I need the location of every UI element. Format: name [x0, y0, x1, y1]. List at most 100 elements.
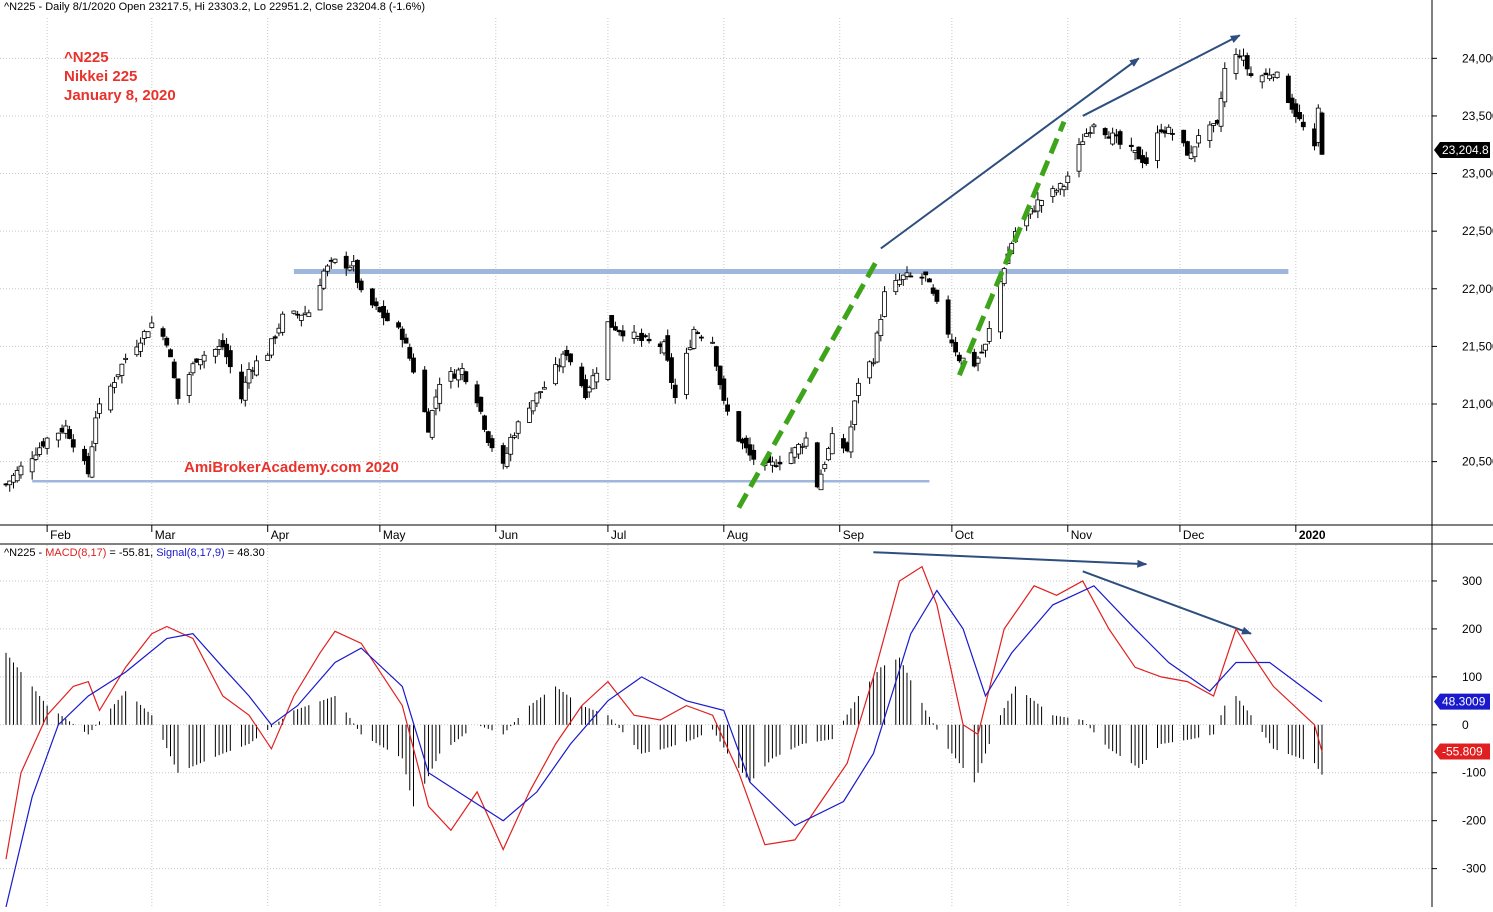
candle-body [355, 259, 360, 283]
candle [691, 326, 697, 350]
candle [437, 377, 443, 412]
candle [399, 326, 405, 348]
candle [280, 311, 286, 336]
candle-body [1274, 71, 1280, 78]
candle [186, 371, 192, 403]
candle [1166, 124, 1172, 135]
candle [403, 333, 409, 344]
candle [1136, 146, 1142, 160]
candle-body [407, 347, 413, 359]
candle [1293, 99, 1299, 123]
candle-body [665, 335, 671, 361]
x-tick-label: Aug [727, 528, 748, 542]
candle-body [190, 363, 196, 374]
candle [538, 391, 544, 399]
candle-body [1080, 141, 1086, 145]
y-tick-label: 23,000 [1462, 167, 1493, 181]
candle [900, 274, 906, 286]
candle [93, 410, 99, 452]
candle [560, 351, 566, 374]
symbol-label: ^N225 [64, 49, 109, 66]
candle [770, 456, 775, 473]
candle-body [14, 470, 20, 482]
candle [1218, 91, 1224, 132]
candle [455, 367, 461, 388]
candle-body [321, 270, 327, 289]
candle [998, 280, 1003, 339]
candle-body [168, 349, 173, 358]
x-tick-label: Nov [1071, 528, 1092, 542]
candle-body [770, 461, 775, 466]
macd-value-badge: -55.809 [1434, 743, 1490, 760]
candle [743, 435, 749, 454]
macd-header: ^N225 - MACD(8,17) = -55.81, Signal(8,17… [4, 547, 265, 559]
last-price-badge-text: 23,204.8 [1442, 143, 1489, 157]
candle [14, 466, 20, 483]
candle-body [1170, 133, 1175, 135]
candle-body [1054, 190, 1059, 193]
candle [242, 376, 248, 407]
candle [369, 287, 375, 309]
macd-lines [5, 565, 1323, 908]
candle-body [751, 449, 757, 460]
candle-body [138, 342, 143, 352]
candle-body [953, 341, 959, 353]
candle [164, 336, 170, 348]
candle [710, 336, 716, 344]
candle [429, 409, 435, 440]
candle [1076, 138, 1082, 178]
candle [530, 400, 536, 415]
candle-body [463, 371, 469, 383]
candle-body [227, 350, 233, 368]
candle [97, 397, 102, 419]
candle [1263, 68, 1269, 76]
candle [882, 286, 887, 318]
green-trendline [957, 120, 1067, 377]
candle [216, 339, 222, 355]
signal-value-badge-bg [1434, 693, 1490, 710]
candle [198, 359, 203, 370]
candle-body [1050, 188, 1056, 197]
candle [1155, 125, 1160, 169]
candle-body [743, 437, 749, 449]
candle [1065, 171, 1071, 191]
candle [698, 334, 704, 342]
candle [814, 441, 820, 489]
candle [1274, 71, 1280, 79]
candle [119, 363, 125, 384]
candle-body [504, 452, 510, 467]
candle [18, 461, 24, 479]
candle-body [369, 288, 375, 306]
candle-body [512, 435, 517, 438]
candle-body [455, 369, 461, 381]
candle-body [870, 362, 876, 365]
candle-body [1039, 200, 1045, 206]
candle-body [220, 340, 226, 348]
macd-y-tick-label: 300 [1462, 574, 1482, 588]
candle-body [856, 382, 861, 396]
candle [721, 375, 727, 405]
candle-body [437, 384, 443, 404]
candle [919, 273, 925, 285]
candle-body [605, 321, 611, 380]
candle [1117, 129, 1123, 150]
candle [149, 316, 155, 329]
candle-body [1091, 124, 1097, 128]
macd-header-macd: MACD(8,17) [45, 547, 107, 559]
candle [594, 367, 600, 389]
candle-body [934, 289, 940, 302]
candle-body [691, 329, 697, 349]
candle-body [695, 332, 701, 334]
candle [534, 392, 540, 408]
candle [512, 432, 517, 440]
candle [269, 338, 274, 359]
candle-body [242, 381, 248, 401]
candle [108, 383, 114, 413]
candle-body [1244, 55, 1250, 70]
candle [579, 362, 585, 388]
y-tick-label: 22,000 [1462, 282, 1493, 296]
candle-body [399, 328, 405, 340]
candle [751, 444, 757, 465]
candle [1087, 126, 1093, 138]
candle-body [1222, 68, 1228, 103]
